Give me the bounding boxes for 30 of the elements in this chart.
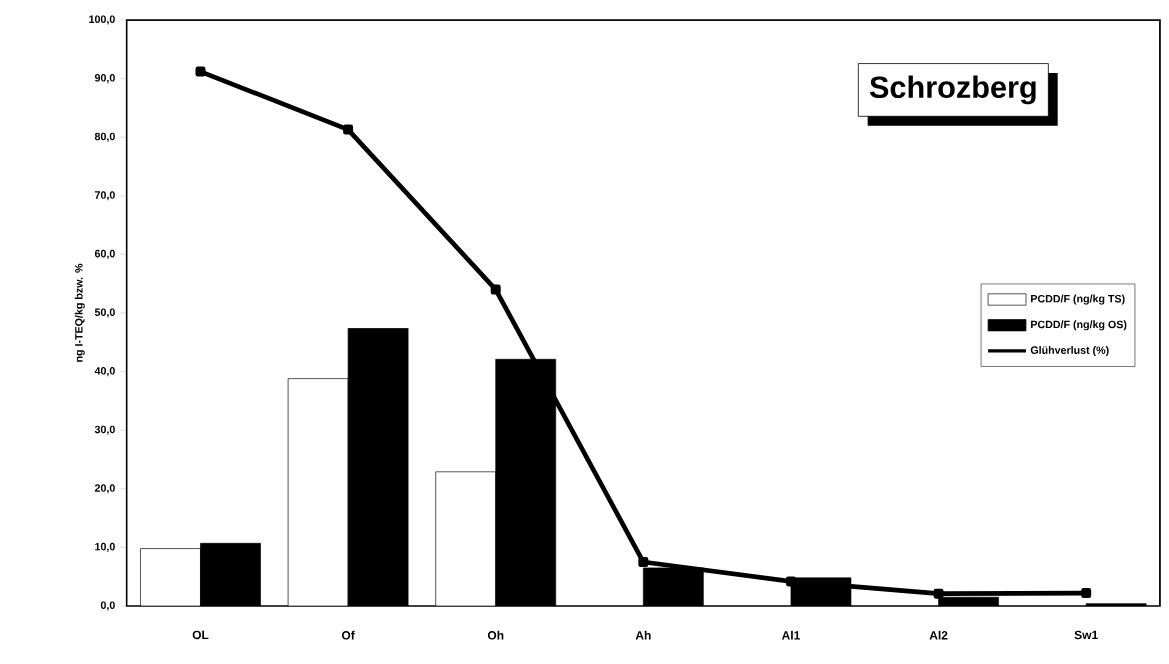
legend-label: PCDD/F (ng/kg TS): [1031, 294, 1125, 305]
point: [638, 557, 649, 568]
text: Schrozberg: [869, 75, 1036, 105]
y-tick-label: 90,0: [94, 74, 115, 84]
legend-label: Glühverlust (%): [1030, 346, 1109, 357]
y-axis-title: ng I-TEQ/kg bzw. %: [74, 263, 85, 362]
x-tick-label: Sw1: [1074, 630, 1098, 640]
y-tick-label: 60,0: [94, 249, 115, 259]
x-tick-label: Of: [341, 630, 355, 640]
point: [933, 588, 944, 599]
y-tick-label: 70,0: [94, 191, 115, 201]
y-tick-label: 50,0: [94, 308, 115, 318]
point: [785, 576, 796, 587]
point: [343, 124, 354, 135]
point: [1081, 588, 1092, 599]
x-tick-label: OL: [192, 630, 209, 640]
y-tick-label: 30,0: [94, 425, 115, 435]
point: [195, 66, 206, 77]
x-tick-label: Al1: [781, 630, 800, 640]
x-tick-label: Al2: [929, 630, 948, 640]
y-tick-label: 10,0: [95, 542, 115, 552]
x-tick-label: Ah: [635, 630, 651, 640]
legend-label: PCDD/F (ng/kg OS): [1031, 320, 1127, 331]
y-tick-label: 40,0: [94, 367, 115, 377]
y-tick-label: 0,0: [100, 601, 115, 611]
y-tick-label: 80,0: [94, 132, 115, 142]
x-tick-label: Oh: [487, 630, 504, 640]
y-tick-label: 20,0: [94, 484, 115, 494]
point: [490, 284, 501, 295]
y-tick-label: 100,0: [89, 15, 115, 25]
